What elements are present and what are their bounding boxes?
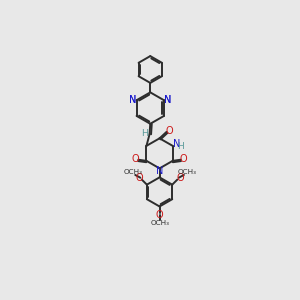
Text: O: O xyxy=(166,126,173,136)
Text: N: N xyxy=(164,95,171,105)
Text: N: N xyxy=(173,140,181,149)
Text: OCH₃: OCH₃ xyxy=(150,220,169,226)
Text: O: O xyxy=(176,173,184,183)
Text: O: O xyxy=(156,210,164,220)
Text: O: O xyxy=(135,173,143,183)
Text: H: H xyxy=(141,129,148,138)
Text: OCH₃: OCH₃ xyxy=(123,169,142,175)
Text: N: N xyxy=(129,95,137,105)
Text: H: H xyxy=(177,142,184,151)
Text: N: N xyxy=(129,95,137,105)
Text: O: O xyxy=(131,154,139,164)
Text: OCH₃: OCH₃ xyxy=(177,169,196,175)
Text: N: N xyxy=(164,95,171,105)
Text: N: N xyxy=(156,166,163,176)
Text: O: O xyxy=(180,154,188,164)
